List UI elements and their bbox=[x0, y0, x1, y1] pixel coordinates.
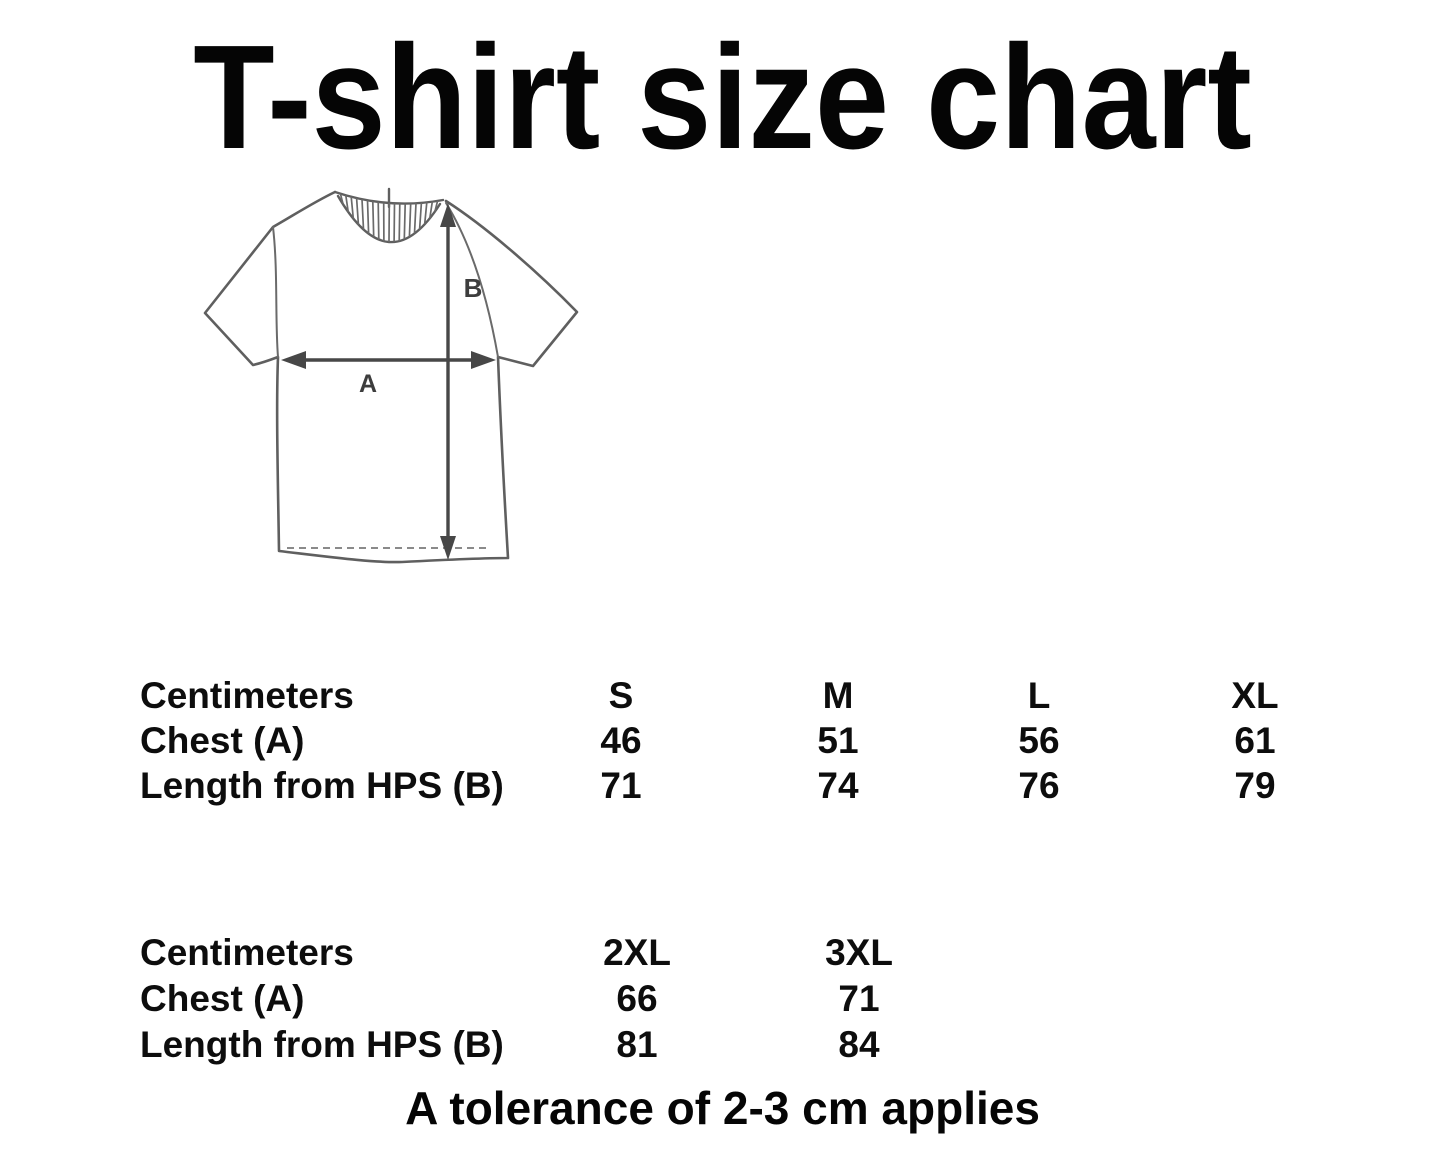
chest-value-m: 51 bbox=[817, 720, 859, 761]
tshirt-measurement-diagram: A B bbox=[190, 170, 590, 580]
arrowhead-left-icon bbox=[281, 351, 306, 369]
length-value-2xl: 81 bbox=[616, 1024, 658, 1065]
size-column-header-m: M bbox=[822, 675, 854, 716]
arrowhead-down-icon bbox=[440, 536, 456, 560]
length-value-s: 71 bbox=[600, 765, 642, 806]
size-column-header-s: S bbox=[608, 675, 634, 716]
measurement-arrow-a: A bbox=[281, 351, 496, 398]
size-table-standard: Centimeters S M L XL Chest (A) 46 51 56 … bbox=[140, 673, 1382, 808]
row-label-length: Length from HPS (B) bbox=[140, 765, 504, 806]
chest-value-2xl: 66 bbox=[616, 978, 658, 1019]
tshirt-outline bbox=[203, 190, 579, 564]
arrowhead-right-icon bbox=[471, 351, 496, 369]
row-label-chest: Chest (A) bbox=[140, 720, 305, 761]
tolerance-note: A tolerance of 2-3 cm applies bbox=[405, 1082, 1040, 1134]
length-value-3xl: 84 bbox=[838, 1024, 880, 1065]
length-value-xl: 79 bbox=[1234, 765, 1276, 806]
chest-value-xl: 61 bbox=[1234, 720, 1276, 761]
unit-label: Centimeters bbox=[140, 675, 354, 716]
chest-value-s: 46 bbox=[600, 720, 642, 761]
size-column-header-2xl: 2XL bbox=[603, 932, 671, 973]
chest-dimension-label: A bbox=[359, 370, 377, 398]
size-column-header-xl: XL bbox=[1231, 675, 1279, 716]
collar-ribbing bbox=[339, 193, 439, 243]
size-column-header-3xl: 3XL bbox=[825, 932, 893, 973]
tshirt-diagram-svg: A B bbox=[203, 187, 579, 564]
chest-value-l: 56 bbox=[1018, 720, 1060, 761]
arrowhead-up-icon bbox=[440, 203, 456, 227]
row-label-chest: Chest (A) bbox=[140, 978, 305, 1019]
length-value-l: 76 bbox=[1018, 765, 1060, 806]
page-title: T-shirt size chart bbox=[193, 15, 1252, 180]
row-label-length: Length from HPS (B) bbox=[140, 1024, 504, 1065]
size-table-extended: Centimeters 2XL 3XL Chest (A) 66 71 Leng… bbox=[140, 930, 970, 1068]
measurement-arrow-b: B bbox=[440, 203, 482, 560]
unit-label: Centimeters bbox=[140, 932, 354, 973]
armhole-seams bbox=[272, 202, 499, 358]
size-column-header-l: L bbox=[1027, 675, 1051, 716]
length-value-m: 74 bbox=[817, 765, 859, 806]
length-dimension-label: B bbox=[464, 273, 483, 303]
chest-value-3xl: 71 bbox=[838, 978, 880, 1019]
